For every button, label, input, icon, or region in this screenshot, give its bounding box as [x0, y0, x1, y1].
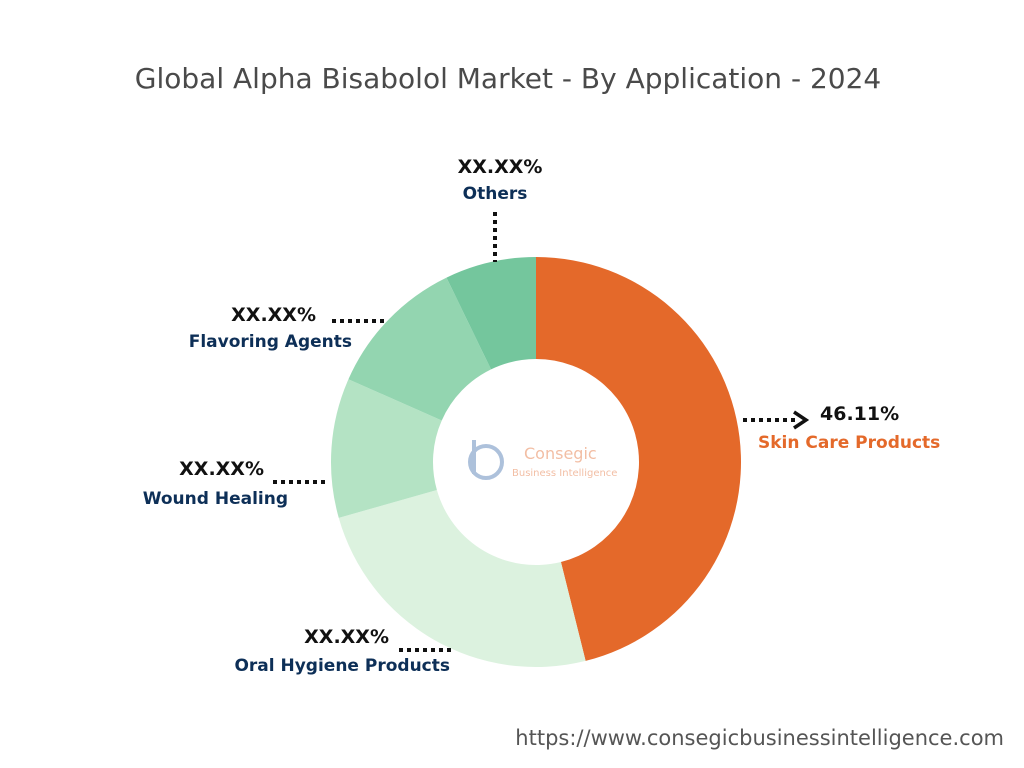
cat-label-wound: Wound Healing — [143, 489, 288, 509]
cat-label-flavoring: Flavoring Agents — [189, 332, 352, 352]
logo-ring-icon — [468, 444, 504, 480]
cat-label-skin-care: Skin Care Products — [758, 433, 940, 453]
leader-lines — [273, 212, 810, 652]
pct-label-wound: XX.XX% — [179, 458, 264, 480]
arrow-head-icon — [793, 410, 810, 430]
pct-label-others: XX.XX% — [458, 156, 543, 178]
pct-label-oral: XX.XX% — [304, 626, 389, 648]
chart-title: Global Alpha Bisabolol Market - By Appli… — [134, 62, 882, 95]
donut-slice-wound-healing — [330, 379, 442, 518]
cat-label-others: Others — [463, 184, 528, 204]
source-url[interactable]: https://www.consegicbusinessintelligence… — [515, 726, 1004, 750]
donut-slice-others — [446, 257, 536, 370]
pct-label-skin-care: 46.11% — [820, 403, 899, 425]
donut-slice-oral-hygiene-products — [338, 490, 586, 667]
logo-tagline: Business Intelligence — [512, 468, 617, 479]
consegic-logo: Consegic Business Intelligence — [468, 440, 617, 480]
logo-name: Consegic — [524, 444, 597, 463]
donut-slices — [330, 257, 742, 667]
cat-label-oral: Oral Hygiene Products — [234, 656, 450, 676]
slice-labels: 46.11% Skin Care Products XX.XX% Others … — [143, 156, 941, 676]
donut-slice-flavoring-agents — [348, 277, 492, 421]
pct-label-flavoring: XX.XX% — [231, 304, 316, 326]
donut-slice-skin-care-products — [536, 257, 742, 661]
